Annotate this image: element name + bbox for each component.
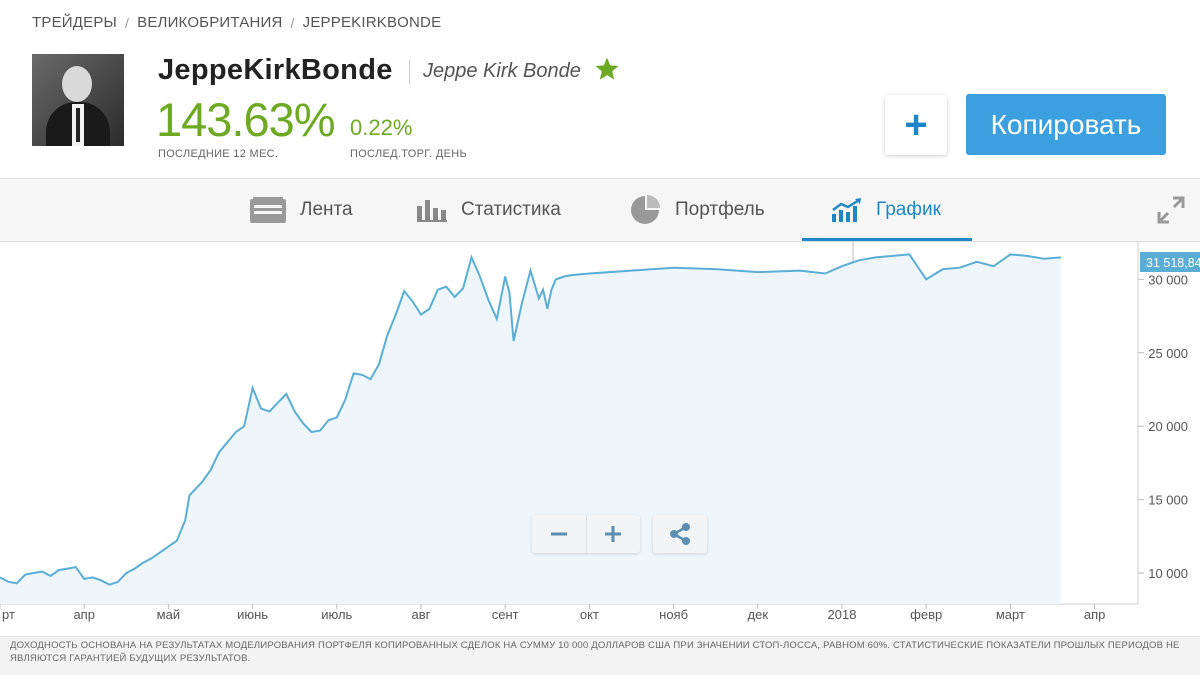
avatar-head-shape <box>62 66 92 102</box>
tab-stats-label: Статистика <box>461 199 561 220</box>
minus-icon <box>550 532 567 536</box>
current-value-bg <box>1140 252 1200 272</box>
zoom-in-button[interactable] <box>585 515 641 553</box>
y-tick-label: 30 000 <box>1148 272 1188 287</box>
real-name: Jeppe Kirk Bonde <box>423 60 581 82</box>
x-tick-label: май <box>157 607 180 622</box>
breadcrumb-traders[interactable]: ТРЕЙДЕРЫ <box>32 14 118 31</box>
add-button[interactable]: + <box>885 95 947 155</box>
y-tick-label: 20 000 <box>1148 419 1188 434</box>
tabs-bar: Лента Статистика Портфель График <box>0 178 1200 242</box>
y-tick-label: 15 000 <box>1148 493 1188 508</box>
x-tick-label: апр <box>1084 607 1106 622</box>
y-tick-label: 25 000 <box>1148 346 1188 361</box>
x-tick-label: февр <box>910 607 942 622</box>
active-tab-indicator <box>802 238 972 241</box>
expand-icon[interactable] <box>1157 196 1185 224</box>
x-tick-label: авг <box>412 607 431 622</box>
breadcrumb-separator: / <box>290 14 295 31</box>
current-value-label: 31 518,84 <box>1146 256 1200 270</box>
day-gain-label: ПОСЛЕД.ТОРГ. ДЕНЬ <box>350 148 467 160</box>
breadcrumb-country[interactable]: ВЕЛИКОБРИТАНИЯ <box>137 14 283 31</box>
tab-portfolio[interactable]: Портфель <box>629 179 765 241</box>
zoom-out-button[interactable] <box>532 515 586 553</box>
x-tick-label: июнь <box>237 607 268 622</box>
star-icon <box>595 57 619 80</box>
copy-button[interactable]: Копировать <box>966 94 1166 155</box>
tab-feed-label: Лента <box>300 199 353 220</box>
equity-area <box>0 254 1061 604</box>
plus-icon <box>605 526 622 542</box>
x-tick-label: рт <box>2 607 15 622</box>
x-tick-label: апр <box>73 607 95 622</box>
avatar-tie-shape <box>76 108 80 142</box>
username: JeppeKirkBonde <box>158 54 393 86</box>
line-chart-icon <box>832 198 861 222</box>
name-divider <box>409 60 410 84</box>
bar-chart-icon <box>417 200 447 222</box>
equity-line <box>0 253 1061 586</box>
tab-stats[interactable]: Статистика <box>417 179 561 241</box>
tab-feed[interactable]: Лента <box>250 179 353 241</box>
avatar <box>32 54 124 146</box>
current-value-tag: 31 518,84 <box>1140 252 1200 272</box>
y-tick-label: 10 000 <box>1148 566 1188 581</box>
pie-chart-icon <box>631 195 660 224</box>
breadcrumb-user: JEPPEKIRKBONDE <box>302 14 442 31</box>
chart-area[interactable]: 10 000 15 000 20 000 25 000 30 000 рт апр май ию… <box>0 241 1200 636</box>
zoom-controls <box>532 515 640 553</box>
tab-chart[interactable]: График <box>832 179 941 241</box>
feed-icon <box>250 197 286 223</box>
gain-value: 143.63% <box>156 93 336 146</box>
gain-label: ПОСЛЕДНИЕ 12 МЕС. <box>158 148 279 160</box>
x-tick-label: сент <box>492 607 519 622</box>
share-button[interactable] <box>653 515 707 553</box>
x-tick-label: 2018 <box>828 607 857 622</box>
breadcrumb: ТРЕЙДЕРЫ / ВЕЛИКОБРИТАНИЯ / JEPPEKIRKBON… <box>32 14 441 31</box>
disclaimer-text: ДОХОДНОСТЬ ОСНОВАНА НА РЕЗУЛЬТАТАХ МОДЕЛ… <box>0 636 1200 675</box>
x-tick-label: март <box>996 607 1025 622</box>
x-tick-label: окт <box>580 607 599 622</box>
tab-portfolio-label: Портфель <box>675 199 765 220</box>
breadcrumb-separator: / <box>125 14 130 31</box>
tab-chart-label: График <box>876 199 941 220</box>
day-gain-value: 0.22% <box>350 115 413 140</box>
x-tick-label: дек <box>748 607 769 622</box>
chart-svg: 10 000 15 000 20 000 25 000 30 000 рт апр май ию… <box>0 241 1200 622</box>
x-tick-label: нояб <box>659 607 688 622</box>
share-icon <box>670 523 690 545</box>
x-tick-label: июль <box>321 607 352 622</box>
